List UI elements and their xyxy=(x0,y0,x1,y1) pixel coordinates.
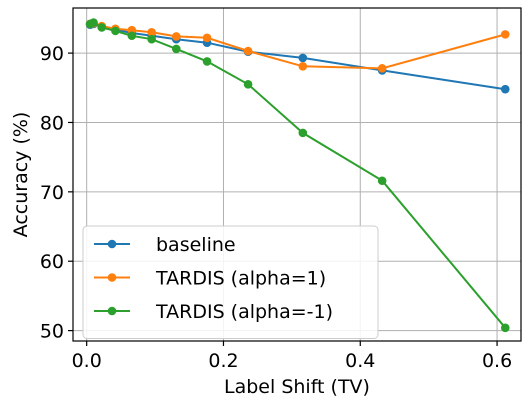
y-tick-label: 80 xyxy=(40,112,64,134)
data-point xyxy=(500,30,510,39)
data-point xyxy=(89,18,98,27)
data-point xyxy=(500,84,510,94)
data-point xyxy=(171,32,181,41)
x-tick-label: 0.0 xyxy=(72,350,102,372)
data-point xyxy=(243,80,253,89)
data-point xyxy=(127,31,137,41)
data-point xyxy=(243,46,253,56)
legend-box xyxy=(82,225,379,339)
data-point xyxy=(147,27,156,37)
data-point xyxy=(202,57,212,66)
data-point xyxy=(298,53,308,63)
legend-label: TARDIS (alpha=-1) xyxy=(155,301,333,323)
y-tick-label: 60 xyxy=(40,251,64,273)
legend-label: baseline xyxy=(156,234,236,256)
x-tick-label: 0.4 xyxy=(345,350,375,372)
data-point xyxy=(171,44,181,54)
series-2 xyxy=(85,18,510,333)
x-tick-label: 0.2 xyxy=(208,350,238,372)
x-tick-label: 0.6 xyxy=(482,350,512,372)
x-axis-label: Label Shift (TV) xyxy=(224,376,370,398)
legend: baseline TARDIS (alpha=1) TARDIS (alpha=-1… xyxy=(82,225,379,339)
y-tick-label: 90 xyxy=(40,43,64,65)
data-point xyxy=(377,176,387,186)
data-point xyxy=(298,61,308,71)
legend-label: TARDIS (alpha=1) xyxy=(155,268,326,290)
series-1 xyxy=(85,18,510,73)
data-point xyxy=(97,23,107,32)
data-point xyxy=(202,33,212,43)
axis-ticks: 0.0 0.2 0.4 0.6 50 60 70 80 90 xyxy=(40,43,512,372)
legend-marker xyxy=(107,239,117,249)
legend-marker xyxy=(107,273,117,282)
data-point xyxy=(111,26,120,36)
y-tick-label: 70 xyxy=(40,182,64,204)
data-point xyxy=(147,34,156,44)
data-point xyxy=(298,128,308,138)
y-axis-label: Accuracy (%) xyxy=(10,112,32,238)
plot-frame xyxy=(72,7,522,342)
data-point xyxy=(377,64,387,73)
series-layer xyxy=(85,18,510,333)
y-tick-label: 50 xyxy=(40,321,64,343)
data-point xyxy=(500,323,510,333)
legend-marker xyxy=(107,306,117,316)
